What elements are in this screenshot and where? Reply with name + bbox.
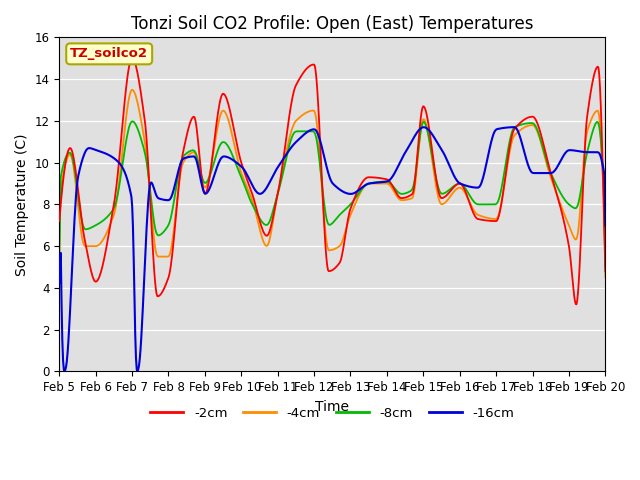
Title: Tonzi Soil CO2 Profile: Open (East) Temperatures: Tonzi Soil CO2 Profile: Open (East) Temp… [131, 15, 534, 33]
Text: TZ_soilco2: TZ_soilco2 [70, 48, 148, 60]
Y-axis label: Soil Temperature (C): Soil Temperature (C) [15, 133, 29, 276]
X-axis label: Time: Time [316, 400, 349, 414]
Legend: -2cm, -4cm, -8cm, -16cm: -2cm, -4cm, -8cm, -16cm [145, 401, 520, 425]
